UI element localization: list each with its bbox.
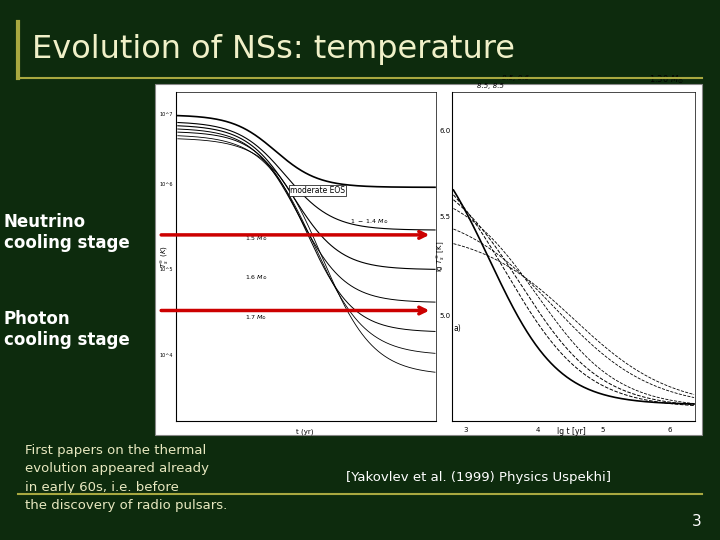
Text: 10^4: 10^4 <box>159 353 173 358</box>
Text: t (yr): t (yr) <box>295 429 313 435</box>
Text: $1.7\ M_{\odot}$: $1.7\ M_{\odot}$ <box>245 313 267 322</box>
Text: Photon
cooling stage: Photon cooling stage <box>4 310 130 349</box>
Text: $T_s^\infty\ (K)$: $T_s^\infty\ (K)$ <box>160 245 171 268</box>
Text: 8.5, 0.6: 8.5, 0.6 <box>503 75 529 81</box>
Text: $1.5\ M_{\odot}$: $1.5\ M_{\odot}$ <box>245 234 267 243</box>
Text: 6.0: 6.0 <box>439 129 451 134</box>
Text: 10^6: 10^6 <box>159 181 173 186</box>
FancyBboxPatch shape <box>155 84 702 435</box>
Text: 5.0: 5.0 <box>439 313 451 319</box>
Text: 4: 4 <box>536 427 540 433</box>
Text: 5: 5 <box>600 427 605 433</box>
Text: First papers on the thermal
evolution appeared already
in early 60s, i.e. before: First papers on the thermal evolution ap… <box>25 444 228 512</box>
Text: Evolution of NSs: temperature: Evolution of NSs: temperature <box>32 34 516 65</box>
Text: lg $T_s^\infty$ [K]: lg $T_s^\infty$ [K] <box>436 241 447 272</box>
Text: Neutrino
cooling stage: Neutrino cooling stage <box>4 213 130 252</box>
Text: 3: 3 <box>692 514 702 529</box>
Text: [Yakovlev et al. (1999) Physics Uspekhi]: [Yakovlev et al. (1999) Physics Uspekhi] <box>346 471 611 484</box>
Text: lg t [yr]: lg t [yr] <box>557 428 586 436</box>
Text: $1.30\ M_{\odot}$: $1.30\ M_{\odot}$ <box>649 74 684 86</box>
Text: $1\ -\ 1.4\ M_{\odot}$: $1\ -\ 1.4\ M_{\odot}$ <box>350 218 389 226</box>
Text: 10^7: 10^7 <box>159 112 173 117</box>
Text: 3: 3 <box>463 427 468 433</box>
Text: 5.5: 5.5 <box>440 214 451 220</box>
Text: $1.6\ M_{\odot}$: $1.6\ M_{\odot}$ <box>245 274 267 282</box>
Text: 8.5, 8.5: 8.5, 8.5 <box>477 83 504 89</box>
Text: moderate EOS: moderate EOS <box>290 186 346 195</box>
Text: 10^5: 10^5 <box>159 267 173 272</box>
Text: 6: 6 <box>667 427 672 433</box>
Text: a): a) <box>454 325 462 334</box>
